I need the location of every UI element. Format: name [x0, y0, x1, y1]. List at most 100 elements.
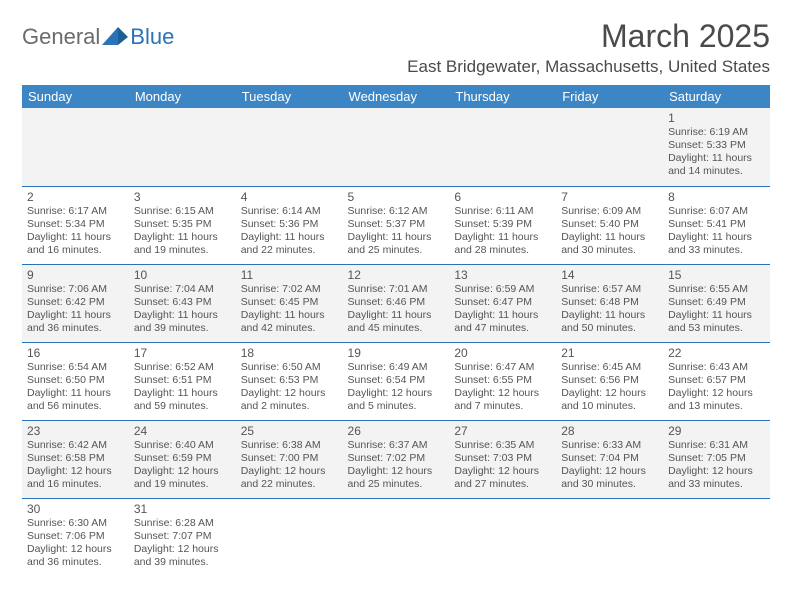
day-number: 16	[27, 346, 124, 360]
calendar-cell: 9Sunrise: 7:06 AMSunset: 6:42 PMDaylight…	[22, 264, 129, 342]
sunset-line: Sunset: 7:07 PM	[134, 530, 231, 543]
calendar-cell: 8Sunrise: 6:07 AMSunset: 5:41 PMDaylight…	[663, 186, 770, 264]
daylight-line: Daylight: 12 hours and 10 minutes.	[561, 387, 658, 413]
daylight-line: Daylight: 11 hours and 14 minutes.	[668, 152, 765, 178]
calendar-cell: 31Sunrise: 6:28 AMSunset: 7:07 PMDayligh…	[129, 498, 236, 576]
calendar-cell: 26Sunrise: 6:37 AMSunset: 7:02 PMDayligh…	[343, 420, 450, 498]
sunset-line: Sunset: 6:42 PM	[27, 296, 124, 309]
sunrise-line: Sunrise: 7:01 AM	[348, 283, 445, 296]
calendar-cell: 23Sunrise: 6:42 AMSunset: 6:58 PMDayligh…	[22, 420, 129, 498]
daylight-line: Daylight: 11 hours and 59 minutes.	[134, 387, 231, 413]
weekday-header: Tuesday	[236, 85, 343, 108]
calendar-row: 1Sunrise: 6:19 AMSunset: 5:33 PMDaylight…	[22, 108, 770, 186]
calendar-cell	[343, 108, 450, 186]
day-number: 2	[27, 190, 124, 204]
sunrise-line: Sunrise: 7:04 AM	[134, 283, 231, 296]
daylight-line: Daylight: 11 hours and 33 minutes.	[668, 231, 765, 257]
sunrise-line: Sunrise: 6:52 AM	[134, 361, 231, 374]
daylight-line: Daylight: 11 hours and 28 minutes.	[454, 231, 551, 257]
calendar-body: 1Sunrise: 6:19 AMSunset: 5:33 PMDaylight…	[22, 108, 770, 576]
day-number: 7	[561, 190, 658, 204]
day-number: 6	[454, 190, 551, 204]
day-number: 9	[27, 268, 124, 282]
day-number: 17	[134, 346, 231, 360]
daylight-line: Daylight: 11 hours and 39 minutes.	[134, 309, 231, 335]
day-number: 29	[668, 424, 765, 438]
calendar-row: 9Sunrise: 7:06 AMSunset: 6:42 PM Daylight…	[22, 264, 770, 342]
sunrise-line: Sunrise: 6:09 AM	[561, 205, 658, 218]
day-number: 15	[668, 268, 765, 282]
sunset-line: Sunset: 6:50 PM	[27, 374, 124, 387]
sunset-line: Sunset: 7:05 PM	[668, 452, 765, 465]
sunrise-line: Sunrise: 6:28 AM	[134, 517, 231, 530]
calendar-cell: 5Sunrise: 6:12 AMSunset: 5:37 PMDaylight…	[343, 186, 450, 264]
sunrise-line: Sunrise: 6:49 AM	[348, 361, 445, 374]
calendar-cell: 2Sunrise: 6:17 AMSunset: 5:34 PMDaylight…	[22, 186, 129, 264]
weekday-header: Wednesday	[343, 85, 450, 108]
calendar-cell: 17Sunrise: 6:52 AMSunset: 6:51 PMDayligh…	[129, 342, 236, 420]
daylight-line: Daylight: 11 hours and 19 minutes.	[134, 231, 231, 257]
sunrise-line: Sunrise: 6:45 AM	[561, 361, 658, 374]
sunset-line: Sunset: 6:51 PM	[134, 374, 231, 387]
sunrise-line: Sunrise: 6:37 AM	[348, 439, 445, 452]
calendar-table: Sunday Monday Tuesday Wednesday Thursday…	[22, 85, 770, 576]
daylight-line: Daylight: 12 hours and 5 minutes.	[348, 387, 445, 413]
calendar-cell: 28Sunrise: 6:33 AMSunset: 7:04 PMDayligh…	[556, 420, 663, 498]
calendar-cell: 1Sunrise: 6:19 AMSunset: 5:33 PMDaylight…	[663, 108, 770, 186]
calendar-cell: 29Sunrise: 6:31 AMSunset: 7:05 PMDayligh…	[663, 420, 770, 498]
daylight-line: Daylight: 12 hours and 25 minutes.	[348, 465, 445, 491]
daylight-line: Daylight: 11 hours and 16 minutes.	[27, 231, 124, 257]
logo-text-general: General	[22, 24, 100, 50]
daylight-line: Daylight: 12 hours and 19 minutes.	[134, 465, 231, 491]
sunrise-line: Sunrise: 6:57 AM	[561, 283, 658, 296]
sunset-line: Sunset: 7:04 PM	[561, 452, 658, 465]
month-title: March 2025	[407, 18, 770, 55]
sunset-line: Sunset: 7:00 PM	[241, 452, 338, 465]
sunset-line: Sunset: 5:37 PM	[348, 218, 445, 231]
sunset-line: Sunset: 6:43 PM	[134, 296, 231, 309]
calendar-cell: 27Sunrise: 6:35 AMSunset: 7:03 PMDayligh…	[449, 420, 556, 498]
sunrise-line: Sunrise: 6:33 AM	[561, 439, 658, 452]
calendar-cell: 14Sunrise: 6:57 AMSunset: 6:48 PMDayligh…	[556, 264, 663, 342]
sunset-line: Sunset: 6:57 PM	[668, 374, 765, 387]
sunset-line: Sunset: 5:35 PM	[134, 218, 231, 231]
sunrise-line: Sunrise: 7:06 AM	[27, 283, 124, 296]
weekday-header: Saturday	[663, 85, 770, 108]
sunrise-line: Sunrise: 6:42 AM	[27, 439, 124, 452]
daylight-line: Daylight: 12 hours and 13 minutes.	[668, 387, 765, 413]
logo-text-blue: Blue	[130, 24, 174, 50]
sunrise-line: Sunrise: 6:55 AM	[668, 283, 765, 296]
sunrise-line: Sunrise: 6:19 AM	[668, 126, 765, 139]
day-number: 30	[27, 502, 124, 516]
calendar-row: 16Sunrise: 6:54 AMSunset: 6:50 PMDayligh…	[22, 342, 770, 420]
calendar-cell: 16Sunrise: 6:54 AMSunset: 6:50 PMDayligh…	[22, 342, 129, 420]
sunset-line: Sunset: 6:45 PM	[241, 296, 338, 309]
daylight-line: Daylight: 11 hours and 42 minutes.	[241, 309, 338, 335]
calendar-cell: 11Sunrise: 7:02 AMSunset: 6:45 PMDayligh…	[236, 264, 343, 342]
calendar-cell: 19Sunrise: 6:49 AMSunset: 6:54 PMDayligh…	[343, 342, 450, 420]
daylight-line: Daylight: 12 hours and 39 minutes.	[134, 543, 231, 569]
calendar-row: 30Sunrise: 6:30 AMSunset: 7:06 PMDayligh…	[22, 498, 770, 576]
daylight-line: Daylight: 12 hours and 36 minutes.	[27, 543, 124, 569]
day-number: 10	[134, 268, 231, 282]
sunset-line: Sunset: 5:39 PM	[454, 218, 551, 231]
sunrise-line: Sunrise: 6:47 AM	[454, 361, 551, 374]
calendar-cell: 25Sunrise: 6:38 AMSunset: 7:00 PMDayligh…	[236, 420, 343, 498]
sunset-line: Sunset: 5:36 PM	[241, 218, 338, 231]
calendar-cell: 18Sunrise: 6:50 AMSunset: 6:53 PMDayligh…	[236, 342, 343, 420]
day-number: 26	[348, 424, 445, 438]
sunrise-line: Sunrise: 6:40 AM	[134, 439, 231, 452]
calendar-cell: 7Sunrise: 6:09 AMSunset: 5:40 PMDaylight…	[556, 186, 663, 264]
day-number: 8	[668, 190, 765, 204]
day-number: 28	[561, 424, 658, 438]
weekday-header: Sunday	[22, 85, 129, 108]
daylight-line: Daylight: 12 hours and 2 minutes.	[241, 387, 338, 413]
day-number: 4	[241, 190, 338, 204]
weekday-header-row: Sunday Monday Tuesday Wednesday Thursday…	[22, 85, 770, 108]
calendar-cell: 30Sunrise: 6:30 AMSunset: 7:06 PMDayligh…	[22, 498, 129, 576]
day-number: 13	[454, 268, 551, 282]
daylight-line: Daylight: 11 hours and 25 minutes.	[348, 231, 445, 257]
day-number: 12	[348, 268, 445, 282]
sunrise-line: Sunrise: 6:38 AM	[241, 439, 338, 452]
calendar-cell	[663, 498, 770, 576]
